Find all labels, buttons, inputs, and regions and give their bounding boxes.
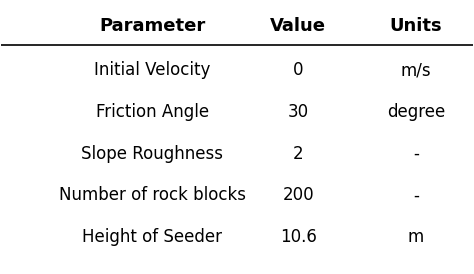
Text: -: - xyxy=(413,145,419,163)
Text: Initial Velocity: Initial Velocity xyxy=(94,61,210,79)
Text: 30: 30 xyxy=(288,103,309,121)
Text: 200: 200 xyxy=(283,186,314,204)
Text: m/s: m/s xyxy=(401,61,431,79)
Text: 10.6: 10.6 xyxy=(280,228,317,246)
Text: 2: 2 xyxy=(293,145,303,163)
Text: Slope Roughness: Slope Roughness xyxy=(81,145,223,163)
Text: Number of rock blocks: Number of rock blocks xyxy=(59,186,246,204)
Text: Parameter: Parameter xyxy=(99,18,205,35)
Text: Height of Seeder: Height of Seeder xyxy=(82,228,222,246)
Text: Value: Value xyxy=(270,18,326,35)
Text: 0: 0 xyxy=(293,61,303,79)
Text: Units: Units xyxy=(390,18,442,35)
Text: -: - xyxy=(413,186,419,204)
Text: m: m xyxy=(408,228,424,246)
Text: degree: degree xyxy=(387,103,445,121)
Text: Friction Angle: Friction Angle xyxy=(96,103,209,121)
